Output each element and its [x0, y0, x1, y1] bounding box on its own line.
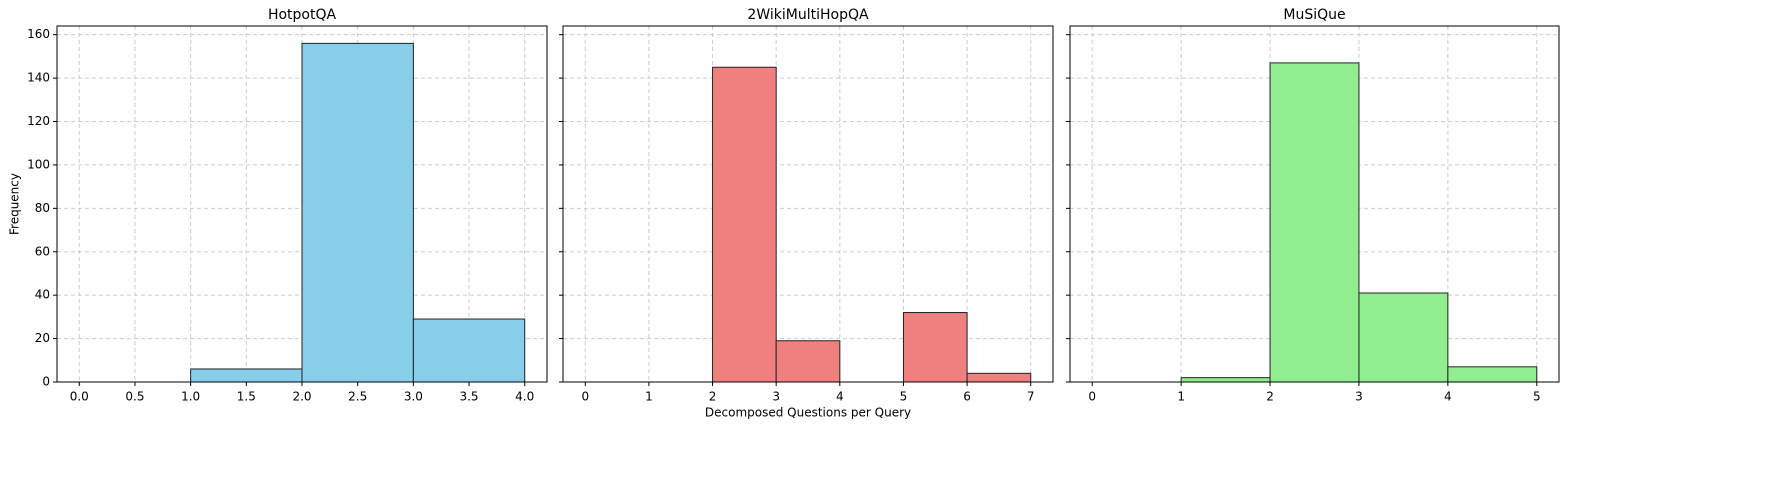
bar	[1447, 366, 1538, 383]
y-tick-label: 140	[27, 71, 50, 85]
bar	[1180, 377, 1271, 383]
y-tick-label: 120	[27, 114, 50, 128]
panel-title: 2WikiMultiHopQA	[747, 7, 869, 23]
x-tick-label: 1	[645, 390, 653, 404]
y-tick-label: 40	[35, 288, 50, 302]
y-axis-label: Frequency	[8, 173, 22, 235]
bar	[412, 318, 526, 383]
y-tick-label: 60	[35, 244, 50, 258]
axes-frame	[562, 25, 1054, 383]
x-tick-label: 0.5	[125, 390, 144, 404]
x-tick-label: 0.0	[70, 390, 89, 404]
x-tick-label: 2	[709, 390, 717, 404]
x-tick-label: 1	[1177, 390, 1185, 404]
x-tick-label: 3.5	[459, 390, 478, 404]
axes-frame	[56, 25, 548, 383]
x-tick-label: 3	[772, 390, 780, 404]
bar	[712, 66, 777, 383]
x-tick-label: 1.0	[181, 390, 200, 404]
x-tick-label: 4	[836, 390, 844, 404]
bar	[902, 312, 968, 383]
x-tick-label: 0	[1088, 390, 1096, 404]
bar	[1269, 62, 1360, 383]
bar	[966, 372, 1032, 383]
x-tick-label: 1.5	[237, 390, 256, 404]
x-tick-label: 0	[581, 390, 589, 404]
x-tick-label: 3	[1355, 390, 1363, 404]
y-tick-label: 80	[35, 201, 50, 215]
bar	[775, 340, 841, 383]
y-tick-label: 160	[27, 27, 50, 41]
x-tick-label: 5	[1533, 390, 1541, 404]
x-tick-label: 6	[963, 390, 971, 404]
x-tick-label: 4.0	[515, 390, 534, 404]
x-tick-label: 7	[1027, 390, 1035, 404]
panel-title: HotpotQA	[268, 7, 337, 23]
axes-frame	[1069, 25, 1560, 383]
bar	[301, 42, 414, 383]
panel-title: MuSiQue	[1283, 7, 1345, 23]
y-tick-label: 20	[35, 331, 50, 345]
x-tick-label: 2	[1266, 390, 1274, 404]
bar	[190, 368, 303, 383]
x-tick-label: 2.5	[348, 390, 367, 404]
y-tick-label: 0	[42, 375, 50, 389]
x-axis-label: Decomposed Questions per Query	[705, 406, 911, 420]
y-tick-label: 100	[27, 157, 50, 171]
x-tick-label: 5	[900, 390, 908, 404]
bar	[1358, 292, 1449, 383]
x-tick-label: 3.0	[404, 390, 423, 404]
x-tick-label: 4	[1444, 390, 1452, 404]
x-tick-label: 2.0	[292, 390, 311, 404]
